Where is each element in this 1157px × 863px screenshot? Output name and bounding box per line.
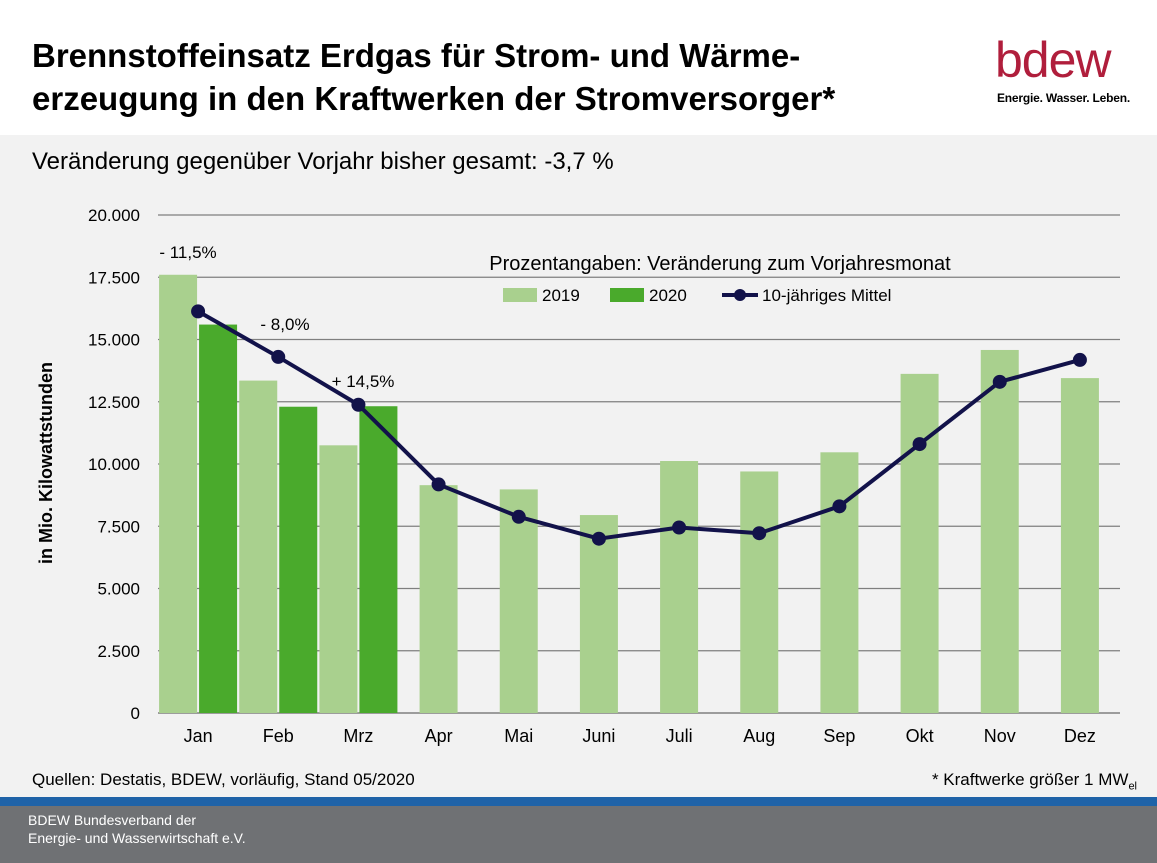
average-point-mai — [511, 509, 526, 524]
average-point-dez — [1072, 352, 1087, 367]
bar-2019-mrz — [319, 445, 358, 713]
y-tick-label: 15.000 — [88, 331, 140, 350]
x-tick-label: Apr — [425, 726, 453, 746]
average-point-juni — [591, 531, 606, 546]
average-line — [191, 304, 1087, 546]
bar-2019-nov — [980, 349, 1019, 713]
page-title: Brennstoffeinsatz Erdgas für Strom- und … — [32, 37, 836, 117]
annotation-mrz: + 14,5% — [332, 372, 395, 391]
x-tick-label: Jan — [184, 726, 213, 746]
bar-2019-juni — [579, 515, 618, 713]
x-tick-label: Feb — [263, 726, 294, 746]
bar-2020-jan — [199, 324, 238, 713]
average-line-path — [197, 309, 1081, 541]
footnote-subscript: el — [1128, 780, 1137, 793]
bar-2019-jan — [159, 274, 198, 713]
legend-marker-average — [734, 289, 746, 301]
org-name-line1: BDEW Bundesverband der — [28, 812, 197, 828]
legend: Prozentangaben: Veränderung zum Vorjahre… — [489, 253, 951, 305]
bdew-logo: bdew Energie. Wasser. Leben. — [995, 30, 1145, 110]
average-point-mrz — [351, 397, 366, 412]
bar-2020-mrz — [359, 406, 398, 713]
bar-2019-sep — [820, 452, 859, 713]
footer — [0, 806, 1157, 863]
x-tick-label: Aug — [743, 726, 775, 746]
legend-label-average: 10-jähriges Mittel — [762, 286, 891, 305]
annotation-feb: - 8,0% — [260, 315, 309, 334]
annotations: - 11,5% - 8,0% + 14,5% — [159, 243, 394, 391]
bar-2019-dez — [1060, 378, 1099, 713]
y-tick-labels: 0 2.500 5.000 7.500 10.000 12.500 15.000 17.500… — [88, 206, 140, 723]
x-tick-label: Dez — [1064, 726, 1096, 746]
y-tick-label: 2.500 — [97, 642, 140, 661]
average-point-feb — [271, 349, 286, 364]
y-tick-label: 10.000 — [88, 455, 140, 474]
x-tick-label: Mai — [504, 726, 533, 746]
grid-lines — [158, 214, 1120, 714]
y-tick-label: 5.000 — [97, 580, 140, 599]
x-tick-label: Nov — [984, 726, 1016, 746]
logo-wordmark: bdew — [995, 32, 1112, 88]
org-name-line2: Energie- und Wasserwirtschaft e.V. — [28, 830, 246, 846]
bar-2019-juli — [660, 461, 699, 713]
average-point-sep — [832, 499, 847, 514]
y-tick-label: 17.500 — [88, 268, 140, 287]
legend-title: Prozentangaben: Veränderung zum Vorjahre… — [489, 253, 951, 275]
annotation-jan: - 11,5% — [159, 243, 216, 262]
bar-2019-okt — [900, 373, 939, 713]
subtitle: Veränderung gegenüber Vorjahr bisher ges… — [32, 148, 614, 175]
legend-label-2020: 2020 — [649, 286, 687, 305]
x-tick-label: Juni — [582, 726, 615, 746]
y-tick-label: 7.500 — [97, 517, 140, 536]
y-tick-label: 20.000 — [88, 206, 140, 225]
average-point-juli — [672, 520, 687, 535]
average-point-aug — [752, 526, 767, 541]
legend-label-2019: 2019 — [542, 286, 580, 305]
average-point-apr — [431, 477, 446, 492]
bar-2019-feb — [239, 380, 278, 713]
legend-swatch-2020 — [610, 288, 644, 302]
bar-2019-apr — [419, 485, 458, 713]
average-point-jan — [191, 304, 206, 319]
legend-swatch-2019 — [503, 288, 537, 302]
bars — [159, 274, 1099, 713]
accent-bar — [0, 797, 1157, 806]
y-tick-label: 12.500 — [88, 393, 140, 412]
footnote: * Kraftwerke größer 1 MWel — [932, 770, 1137, 792]
bar-2019-aug — [740, 471, 779, 713]
y-tick-label: 0 — [131, 704, 140, 723]
x-tick-label: Juli — [666, 726, 693, 746]
logo-tagline: Energie. Wasser. Leben. — [997, 91, 1131, 105]
header: Brennstoffeinsatz Erdgas für Strom- und … — [0, 0, 1157, 135]
bar-2020-feb — [279, 406, 318, 713]
y-axis-label: in Mio. Kilowattstunden — [36, 362, 56, 564]
bar-2019-mai — [499, 489, 538, 713]
source-note: Quellen: Destatis, BDEW, vorläufig, Stan… — [32, 770, 415, 789]
average-point-nov — [992, 374, 1007, 389]
x-tick-label: Okt — [906, 726, 934, 746]
footnote-text: * Kraftwerke größer 1 MW — [931, 770, 1129, 789]
x-tick-label: Mrz — [343, 726, 373, 746]
average-point-okt — [912, 437, 927, 452]
x-tick-label: Sep — [823, 726, 855, 746]
chart: 0 2.500 5.000 7.500 10.000 12.500 15.000 17.500… — [36, 206, 1120, 746]
x-tick-labels: Jan Feb Mrz Apr Mai Juni Juli Aug Sep Okt Nov Dez — [184, 726, 1096, 746]
